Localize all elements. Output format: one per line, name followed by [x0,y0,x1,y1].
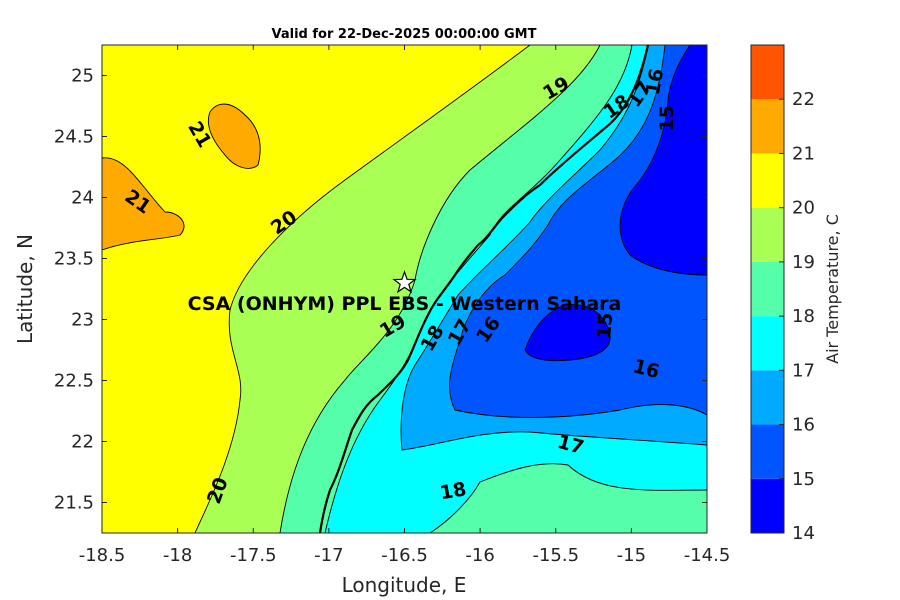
colorbar-label: Air Temperature, C [823,214,842,364]
x-tick-label: -18 [163,545,192,566]
coastline [318,45,650,533]
region-21-22-west [102,157,185,250]
x-axis-label: Longitude, E [342,573,467,597]
colorbar-tick-label: 17 [792,360,815,381]
contour-fill-layer [102,45,707,533]
colorbar: 14 15 16 17 18 19 20 21 22 [750,44,815,544]
x-tick-label: -17.5 [230,545,277,566]
colorbar-frame [750,44,785,534]
colorbar-tick-label: 18 [792,306,815,327]
colorbar-tick-label: 20 [792,198,815,219]
contour-label: 18 [438,478,468,504]
y-axis-label: Latitude, N [13,234,37,344]
contour-label: 15 [593,312,617,340]
region-21-22-north [208,104,261,169]
colorbar-segment [751,478,784,533]
chart-title: Valid for 22-Dec-2025 00:00:00 GMT [272,27,537,42]
colorbar-segment [751,207,784,262]
colorbar-tick-label: 21 [792,143,815,164]
station-star-icon [392,270,417,294]
contour-label: 16 [642,67,668,97]
y-tick-label: 22.5 [54,371,94,392]
region-15-16 [449,45,707,418]
contour-lines [102,45,707,533]
colorbar-tick-label: 14 [792,523,815,544]
x-axis: -18.5 -18 -17.5 -17 -16.5 -16 -15.5 -15 -14.5 [79,45,731,566]
x-tick-label: -16 [465,545,494,566]
region-14-15-north [620,45,707,275]
colorbar-tick-label: 16 [792,415,815,436]
y-tick-label: 23.5 [54,249,94,270]
colorbar-tick-label: 15 [792,469,815,490]
colorbar-segment [751,424,784,479]
colorbar-segment [751,316,784,371]
y-tick-label: 24 [71,188,94,209]
x-tick-label: -14.5 [684,545,731,566]
x-tick-label: -16.5 [381,545,428,566]
x-tick-label: -17 [314,545,343,566]
colorbar-segment [751,99,784,154]
station-marker: CSA (ONHYM) PPL EBS - Western Sahara [188,270,622,315]
colorbar-segment [751,45,784,100]
region-14-15-south [525,304,611,361]
x-tick-label: -15.5 [532,545,579,566]
x-tick-label: -15 [617,545,646,566]
x-tick-label: -18.5 [79,545,126,566]
colorbar-tick-label: 19 [792,252,815,273]
colorbar-segment [751,370,784,425]
y-tick-label: 25 [71,66,94,87]
station-label: CSA (ONHYM) PPL EBS - Western Sahara [188,293,622,315]
y-axis: 21.5 22 22.5 23 23.5 24 24.5 25 [54,66,707,514]
contour-label: 15 [656,105,678,131]
y-tick-label: 21.5 [54,493,94,514]
colorbar-tick-label: 22 [792,89,815,110]
y-tick-label: 24.5 [54,127,94,148]
y-tick-label: 23 [71,310,94,331]
colorbar-segment [751,153,784,208]
y-tick-label: 22 [71,432,94,453]
colorbar-segment [751,261,784,317]
